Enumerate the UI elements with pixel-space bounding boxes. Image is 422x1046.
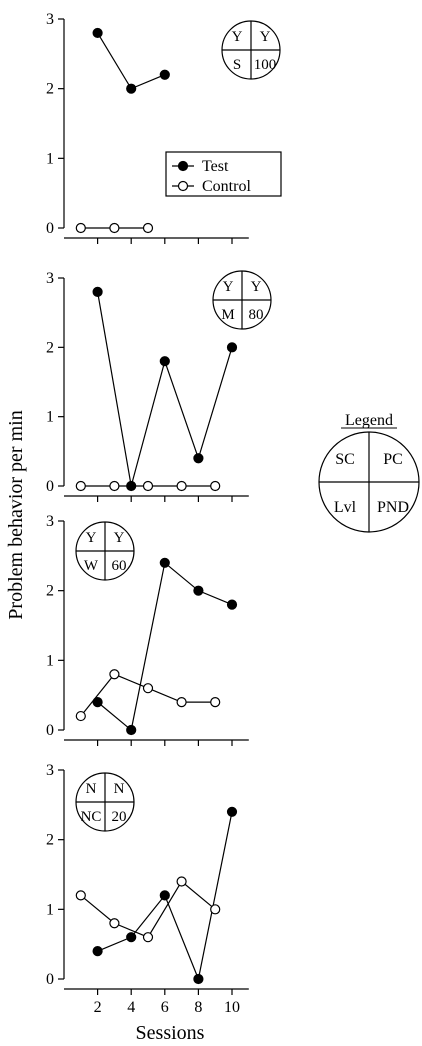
panel-4: 0 1 2 3 2 4 6 8 10 N N NC 20 (46, 762, 249, 1016)
badge-cell-text: N (86, 781, 97, 797)
test-point (92, 697, 103, 708)
y-tick-label: 1 (46, 652, 54, 669)
x-tick-label: 8 (194, 999, 202, 1016)
control-point (75, 710, 86, 722)
control-point (75, 890, 86, 901)
control-point (75, 480, 86, 492)
control-point (109, 480, 120, 492)
badge-cell-text: 80 (249, 307, 264, 323)
test-point (126, 724, 137, 736)
test-point (226, 806, 238, 817)
control-series-line (80, 673, 216, 717)
y-tick-label: 1 (46, 150, 54, 167)
control-point (109, 918, 120, 929)
badge-cell-text: M (221, 307, 234, 323)
y-tick-label: 0 (46, 971, 54, 988)
y-tick-label: 1 (46, 901, 54, 918)
badge-cell-text: Y (223, 279, 234, 295)
y-tick-label: 3 (46, 270, 54, 287)
control-point (109, 669, 120, 680)
x-tick-label: 10 (224, 999, 240, 1016)
badge-cell-text: Y (86, 530, 97, 546)
badge-cell-text: 100 (254, 57, 277, 73)
test-point (159, 890, 170, 901)
key-cell-text: SC (335, 451, 355, 468)
test-point (92, 946, 103, 957)
test-point (159, 69, 170, 80)
control-point (142, 683, 154, 694)
legend-test-label: Test (202, 158, 229, 175)
control-point (210, 480, 221, 492)
panel-badge: Y YS 100 (221, 20, 281, 80)
y-tick-label: 3 (46, 513, 54, 530)
control-point (109, 222, 120, 234)
test-point (226, 342, 238, 353)
key-cell-text: PND (377, 499, 409, 516)
control-series-line (80, 880, 216, 938)
y-tick-label: 3 (46, 762, 54, 779)
badge-cell-text: Y (232, 29, 243, 45)
control-point (75, 222, 86, 234)
key-cell-text: PC (383, 451, 403, 468)
x-tick-label: 6 (161, 999, 169, 1016)
y-tick-label: 2 (46, 832, 54, 849)
badge-cell-text: 20 (112, 809, 127, 825)
test-series-line (97, 32, 166, 90)
control-point (210, 697, 221, 708)
control-point (142, 222, 154, 234)
series-legend: Test Control (165, 151, 282, 197)
badge-cell-text: S (233, 57, 241, 73)
test-point (159, 356, 170, 367)
test-point (193, 973, 204, 985)
badge-cell-text: Y (260, 29, 271, 45)
panel-badge: N N NC 20 (75, 772, 135, 832)
x-tick-label: 2 (94, 999, 102, 1016)
control-point (210, 904, 221, 915)
y-tick-label: 0 (46, 220, 54, 237)
badge-cell-text: N (114, 781, 125, 797)
test-point (92, 27, 103, 39)
test-point (126, 932, 137, 943)
control-point (176, 876, 187, 887)
y-tick-label: 2 (46, 583, 54, 600)
x-tick-label: 4 (127, 999, 135, 1016)
key-title: Legend (345, 412, 393, 429)
badge-cell-text: 60 (112, 558, 127, 574)
badge-cell-text: Y (251, 279, 262, 295)
panel-badge: Y YM 80 (212, 270, 272, 330)
test-series-line (97, 291, 233, 487)
y-tick-label: 0 (46, 722, 54, 739)
y-axis-title: Problem behavior per min (5, 410, 27, 619)
legend-control-label: Control (202, 178, 251, 195)
key-cell-text: Lvl (334, 499, 357, 516)
badge-cell-text: W (84, 558, 99, 574)
y-tick-label: 1 (46, 409, 54, 426)
test-point (226, 599, 238, 610)
panel-3: 0 1 2 3 Y YW 60 (46, 513, 249, 746)
test-point (193, 453, 204, 464)
x-axis-title: Sessions (136, 1022, 205, 1044)
y-tick-label: 2 (46, 339, 54, 356)
control-point (142, 480, 154, 492)
control-point (176, 697, 187, 708)
test-point (92, 286, 103, 297)
test-point (126, 83, 137, 94)
legend-control-marker (177, 180, 189, 192)
y-tick-label: 0 (46, 478, 54, 495)
badge-cell-text: NC (81, 809, 102, 825)
legend-key: Legend SC PC Lvl PND (318, 412, 420, 533)
test-point (159, 557, 170, 568)
badge-cell-text: Y (114, 530, 125, 546)
y-tick-label: 2 (46, 81, 54, 98)
control-point (142, 932, 154, 943)
control-point (176, 480, 187, 492)
panel-badge: Y YW 60 (75, 521, 135, 581)
test-point (193, 585, 204, 596)
y-tick-label: 3 (46, 11, 54, 28)
legend-test-marker (177, 160, 189, 172)
